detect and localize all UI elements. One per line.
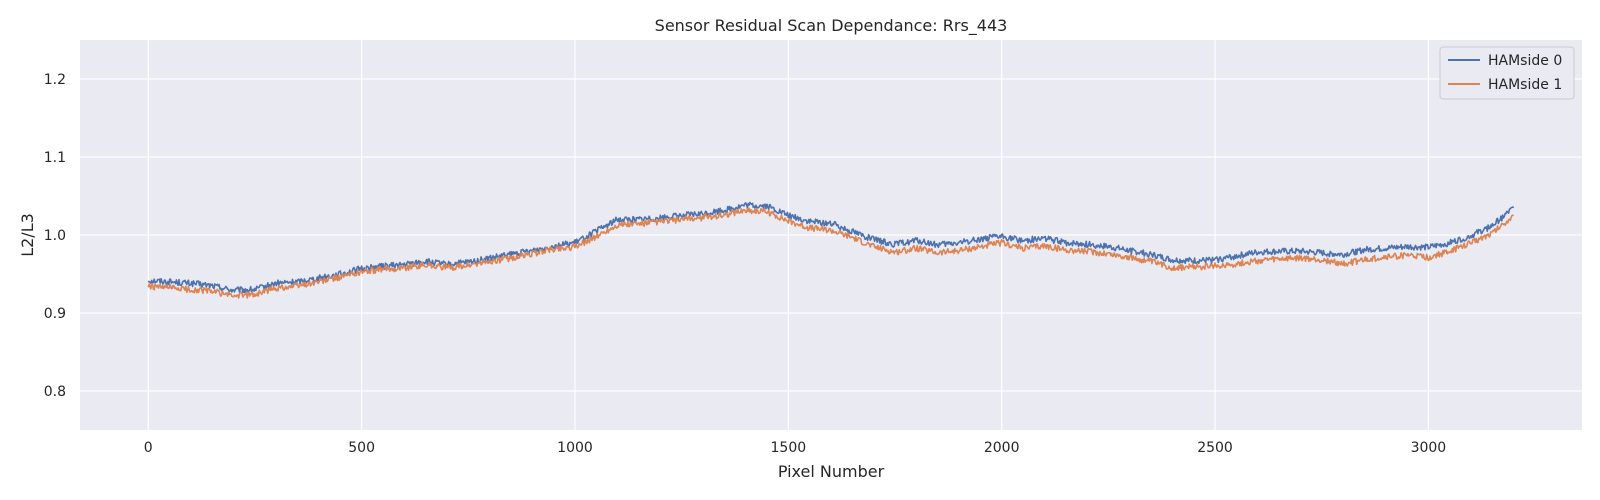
x-tick-label: 1500 — [771, 440, 807, 456]
legend-label-hamside-0: HAMside 0 — [1488, 53, 1562, 69]
chart-title: Sensor Residual Scan Dependance: Rrs_443 — [655, 16, 1008, 36]
y-tick-label: 1.1 — [44, 150, 66, 166]
y-tick-label: 0.9 — [44, 306, 66, 322]
x-tick-label: 1000 — [557, 440, 593, 456]
series-layer — [147, 201, 1515, 299]
x-tick-label: 2000 — [984, 440, 1020, 456]
series-line-hamside-1 — [147, 207, 1514, 299]
y-axis-label: L2/L3 — [18, 213, 37, 257]
x-tick-label: 2500 — [1197, 440, 1233, 456]
y-tick-label: 0.8 — [44, 384, 66, 400]
legend: HAMside 0 HAMside 1 — [1439, 46, 1575, 100]
y-tick-labels: 0.8 0.9 1.0 1.1 1.2 — [44, 72, 66, 400]
x-tick-labels: 0 500 1000 1500 2000 2500 3000 — [144, 440, 1446, 456]
x-tick-label: 3000 — [1411, 440, 1447, 456]
y-tick-label: 1.0 — [44, 228, 66, 244]
grid — [80, 40, 1582, 430]
x-axis-label: Pixel Number — [778, 462, 885, 481]
legend-label-hamside-1: HAMside 1 — [1488, 77, 1562, 93]
x-tick-label: 500 — [348, 440, 375, 456]
x-tick-label: 0 — [144, 440, 153, 456]
y-tick-label: 1.2 — [44, 72, 66, 88]
